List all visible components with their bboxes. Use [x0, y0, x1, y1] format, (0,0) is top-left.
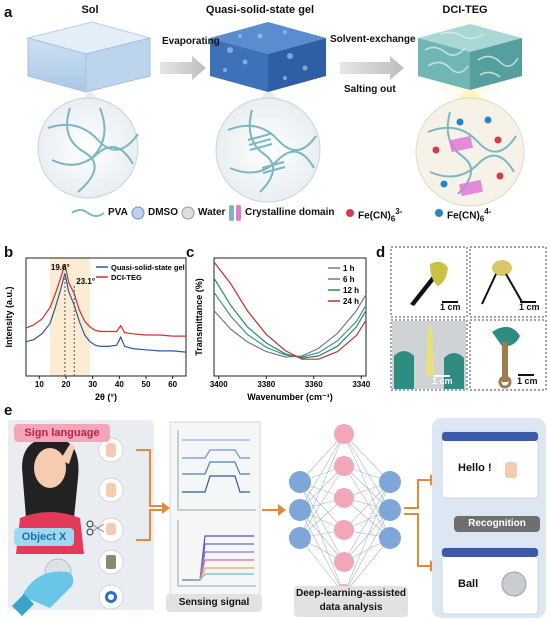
x-tick-label-c-4: 3340: [352, 380, 370, 389]
nn-edge: [343, 509, 391, 595]
arrow-solvent-exchange-label: Solvent-exchange: [330, 34, 416, 45]
nn-edge: [299, 481, 345, 595]
panel-a-illustration: [26, 12, 525, 221]
x-axis-label-b: 2θ (°): [95, 392, 117, 402]
hello-output: Hello !: [458, 462, 492, 474]
nn-edge: [299, 465, 345, 539]
nn-edge: [343, 537, 391, 595]
panel-b-label: b: [4, 244, 14, 261]
scale-bar-label-1: 1 cm: [440, 302, 461, 312]
plot-frame-c: [213, 257, 367, 377]
arrow-evaporating-label: Evaporating: [162, 36, 220, 47]
nn-edge: [299, 509, 345, 595]
nn-node: [289, 527, 311, 549]
annotation-23-1: 23.1°: [76, 277, 95, 286]
object-x-label: Object X: [14, 528, 74, 546]
nn-edge: [343, 481, 391, 563]
scale-bar-label-2: 1 cm: [519, 302, 540, 312]
sensing-signal-label: Sensing signal: [166, 594, 262, 612]
dci-cube: [418, 12, 522, 108]
x-tick-label-b-6: 60: [168, 380, 177, 389]
arrow-salting-out-label: Salting out: [344, 84, 396, 95]
nn-node: [334, 456, 354, 476]
nn-edge: [299, 481, 345, 563]
plot-frame-b: [25, 257, 187, 377]
panel-e-label: e: [4, 402, 13, 419]
recognition-label: Recognition: [454, 516, 540, 532]
gel-cube: [210, 22, 326, 92]
nn-node: [334, 552, 354, 572]
nn-node: [334, 520, 354, 540]
nn-edge: [299, 509, 345, 563]
photo-grid: [390, 246, 547, 391]
sign-language-label: Sign language: [14, 424, 110, 442]
x-tick-label-b-4: 40: [115, 380, 124, 389]
legend-entry-c-1: 1 h: [343, 264, 355, 273]
legend-pva: PVA: [108, 207, 128, 218]
nn-node: [379, 499, 401, 521]
legend-entry-c-4: 24 h: [343, 297, 359, 306]
nn-edge: [343, 481, 391, 595]
series-line-2: [25, 264, 186, 337]
panel-d-label: d: [376, 244, 386, 261]
nn-edge: [299, 537, 345, 595]
legend-water: Water: [198, 207, 226, 218]
x-axis-label-c: Wavenumber (cm⁻¹): [247, 392, 332, 402]
legend-crystalline: Crystalline domain: [245, 207, 335, 218]
nn-edge: [343, 481, 391, 531]
dl-analysis-label: Deep-learning-assisted data analysis: [294, 586, 408, 617]
legend-entry-1: Quasi-solid-state gel: [111, 263, 185, 272]
x-tick-label-b-1: 10: [35, 380, 44, 389]
ball-output: Ball: [458, 578, 479, 590]
series-line-c-4: [213, 261, 367, 360]
annotation-19-6: 19.6°: [51, 263, 70, 272]
legend-fecn4: Fe(CN)64-: [447, 207, 492, 224]
nn-node: [334, 424, 354, 444]
nn-edge: [343, 465, 391, 539]
series-line-1: [25, 273, 187, 353]
legend-entry-c-3: 12 h: [343, 286, 359, 295]
legend-fecn3: Fe(CN)63-: [358, 207, 403, 224]
x-tick-label-c-1: 3400: [210, 380, 228, 389]
nn-node: [334, 488, 354, 508]
highlight-band: [50, 258, 90, 376]
y-axis-label-b: Intensity (a.u.): [4, 286, 14, 347]
nn-node: [289, 499, 311, 521]
panel-c-label: c: [186, 244, 195, 261]
x-tick-label-b-3: 30: [88, 380, 97, 389]
series-line-c-3: [213, 277, 367, 359]
x-tick-label-b-5: 50: [142, 380, 151, 389]
dl-analysis-line1: Deep-learning-assisted: [295, 588, 407, 599]
scale-bar-label-3: 1 cm: [432, 376, 453, 386]
stage-title-sol: Sol: [81, 4, 99, 16]
nn-edge: [299, 433, 345, 539]
nn-edge: [343, 433, 391, 483]
transmittance-chart: 1 h 6 h 12 h 24 h 3400 3380 3360 3340 Wavenumber…: [194, 257, 370, 402]
scale-bar-label-4: 1 cm: [517, 376, 538, 386]
stage-title-gel: Quasi-solid-state gel: [205, 4, 315, 16]
legend-entry-c-2: 6 h: [343, 275, 355, 284]
y-axis-label-c: Transmittance (%): [194, 278, 204, 356]
panel-a-label: a: [4, 4, 13, 21]
nn-node: [379, 527, 401, 549]
nn-edge: [343, 509, 391, 563]
legend-entry-2: DCI-TEG: [111, 273, 142, 282]
nn-node: [289, 471, 311, 493]
x-tick-label-b-2: 20: [62, 380, 71, 389]
x-tick-label-c-3: 3360: [305, 380, 323, 389]
legend-dmso: DMSO: [148, 207, 178, 218]
nn-edge: [299, 433, 345, 511]
nn-edge: [343, 433, 391, 511]
sol-cube: [26, 21, 152, 93]
dl-analysis-line2: data analysis: [319, 602, 383, 613]
nn-node: [379, 471, 401, 493]
x-tick-label-c-2: 3380: [257, 380, 275, 389]
nn-edge: [343, 433, 391, 539]
